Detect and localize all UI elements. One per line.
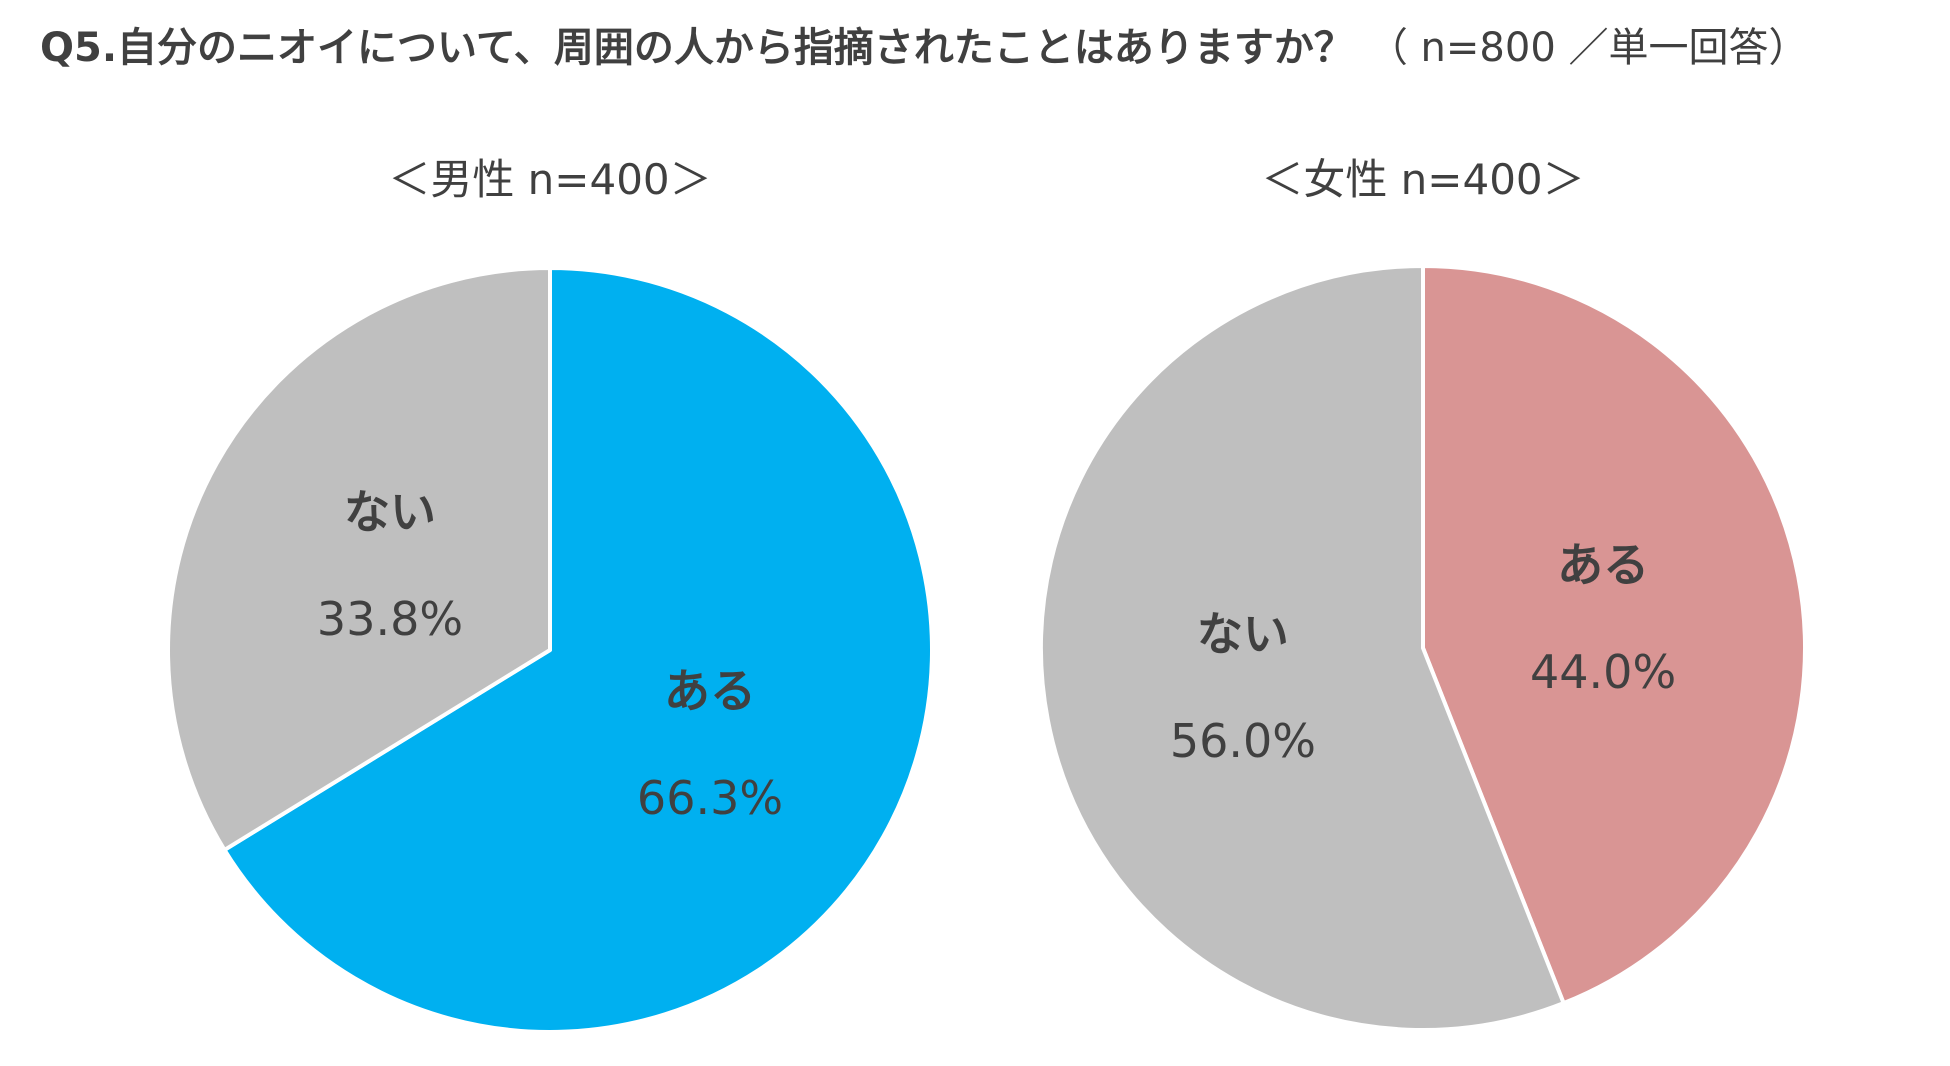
female-slice-value: 44.0% — [1530, 645, 1676, 699]
question-text: Q5.自分のニオイについて、周囲の人から指摘されたことはありますか？ — [40, 25, 1354, 71]
male-slice-value: 33.8% — [317, 592, 463, 646]
male-slice-nai — [166, 266, 552, 852]
female-slice-label: ある — [1557, 538, 1649, 592]
sample-size-text: （ n=800 ／単一回答） — [1367, 25, 1809, 71]
female-slice-value: 56.0% — [1170, 714, 1316, 768]
male-slice-label: ない — [344, 485, 436, 539]
male-slice-aru — [222, 266, 935, 1034]
female-pie-title: ＜女性 n=400＞ — [1261, 155, 1585, 204]
female-slice-label: ない — [1197, 607, 1289, 661]
chart-title: Q5.自分のニオイについて、周囲の人から指摘されたことはありますか？ （ n=80… — [40, 18, 1809, 78]
male-slice-value: 66.3% — [637, 771, 783, 825]
female-slice-aru — [1421, 264, 1807, 1006]
female-slice-nai — [1038, 264, 1566, 1032]
male-slice-label: ある — [664, 664, 756, 718]
male-pie-title: ＜男性 n=400＞ — [388, 155, 712, 204]
